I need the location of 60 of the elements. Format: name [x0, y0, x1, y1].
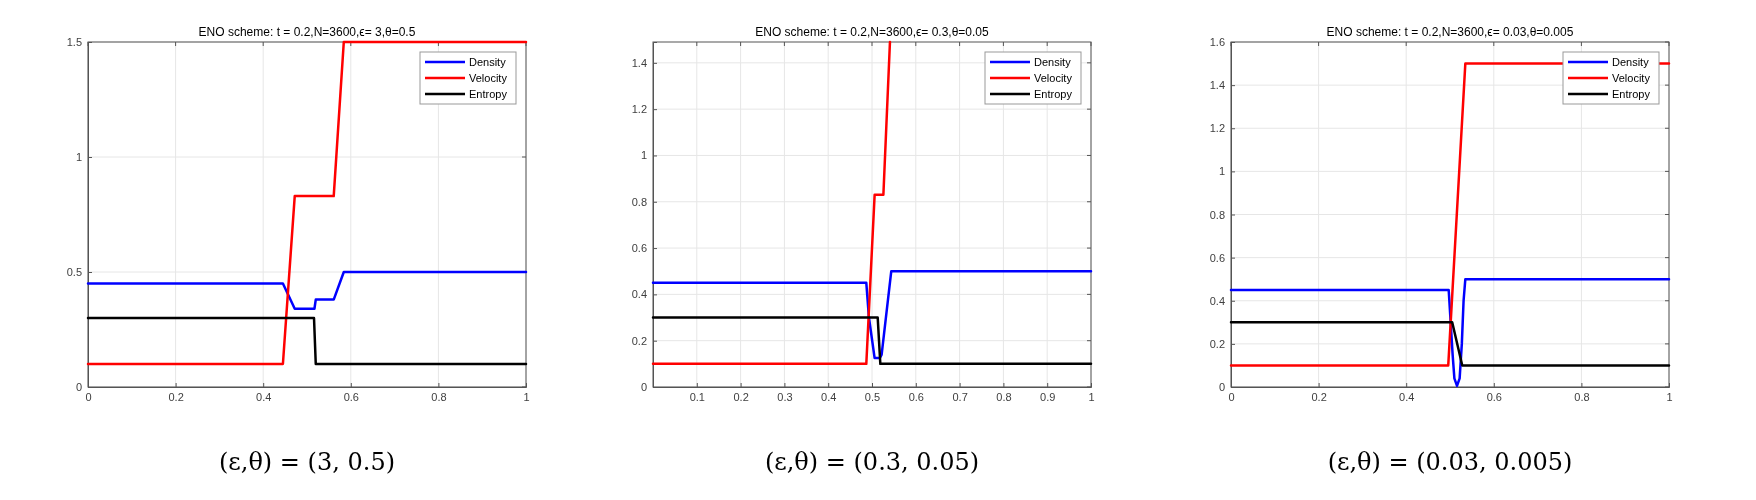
y-tick-label: 1.2 [1209, 122, 1225, 135]
x-tick-label: 0.4 [821, 390, 837, 403]
legend-label: Entropy [1034, 88, 1073, 100]
x-tick-label: 1 [523, 390, 530, 403]
x-tick-label: 0.2 [733, 390, 749, 403]
y-tick-label: 0.8 [631, 195, 647, 208]
x-tick-label: 0.6 [908, 390, 924, 403]
y-tick-label: 1.2 [631, 103, 647, 116]
x-tick-label: 1 [1088, 390, 1095, 403]
chart-title: ENO scheme: t = 0.2,N=3600,ϵ= 3,θ=0.5 [198, 25, 416, 39]
y-tick-label: 1.4 [1209, 79, 1225, 92]
x-tick-label: 1 [1666, 390, 1673, 403]
x-tick-label: 0.3 [777, 390, 793, 403]
chart-title: ENO scheme: t = 0.2,N=3600,ϵ= 0.3,θ=0.05 [755, 25, 990, 39]
x-tick-label: 0.8 [431, 390, 447, 403]
y-tick-label: 0 [1218, 381, 1225, 394]
y-tick-label: 0.6 [631, 242, 647, 255]
line-series [651, 269, 1093, 360]
x-tick-label: 0.2 [168, 390, 184, 403]
line-series [86, 270, 528, 311]
chart-title: ENO scheme: t = 0.2,N=3600,ϵ= 0.03,θ=0.005 [1326, 25, 1574, 39]
x-tick-label: 0.9 [1040, 390, 1056, 403]
y-tick-label: 1.4 [631, 56, 647, 69]
x-tick-label: 0.6 [1486, 390, 1502, 403]
legend-label: Entropy [1612, 88, 1651, 100]
x-tick-label: 0 [1228, 390, 1235, 403]
x-tick-label: 0 [85, 390, 92, 403]
legend-label: Velocity [1034, 72, 1073, 84]
y-tick-label: 0.6 [1209, 251, 1225, 264]
y-tick-label: 0.5 [66, 266, 82, 279]
y-tick-label: 1 [1218, 165, 1225, 178]
y-tick-label: 0 [640, 381, 647, 394]
legend-label: Density [469, 56, 507, 68]
y-tick-label: 0.2 [1209, 337, 1225, 350]
x-tick-label: 0.7 [952, 390, 968, 403]
legend-label: Density [1034, 56, 1072, 68]
y-tick-label: 0.4 [1209, 294, 1225, 307]
x-tick-label: 0.5 [864, 390, 881, 403]
text: (ε,θ) = (0.03, 0.005) [1327, 448, 1573, 476]
y-tick-label: 0.4 [631, 288, 647, 301]
x-tick-label: 0.4 [1399, 390, 1415, 403]
y-tick-label: 1.6 [1209, 36, 1225, 49]
x-tick-label: 0.8 [1574, 390, 1590, 403]
legend-label: Density [1612, 56, 1650, 68]
legend-label: Entropy [469, 88, 508, 100]
y-tick-label: 0 [75, 381, 82, 394]
y-tick-label: 1 [75, 151, 82, 164]
y-tick-label: 1.5 [66, 36, 82, 49]
y-tick-label: 0.2 [631, 334, 647, 347]
x-tick-label: 0.6 [343, 390, 359, 403]
y-tick-label: 0.8 [1209, 208, 1225, 221]
legend-label: Velocity [1612, 72, 1651, 84]
x-tick-label: 0.2 [1311, 390, 1327, 403]
legend-label: Velocity [469, 72, 508, 84]
x-tick-label: 0.8 [996, 390, 1012, 403]
x-tick-label: 0.4 [256, 390, 272, 403]
y-tick-label: 1 [640, 149, 647, 162]
text: (ε,θ) = (0.3, 0.05) [764, 448, 980, 476]
x-tick-label: 0.1 [689, 390, 705, 403]
text: (ε,θ) = (3, 0.5) [218, 448, 396, 476]
